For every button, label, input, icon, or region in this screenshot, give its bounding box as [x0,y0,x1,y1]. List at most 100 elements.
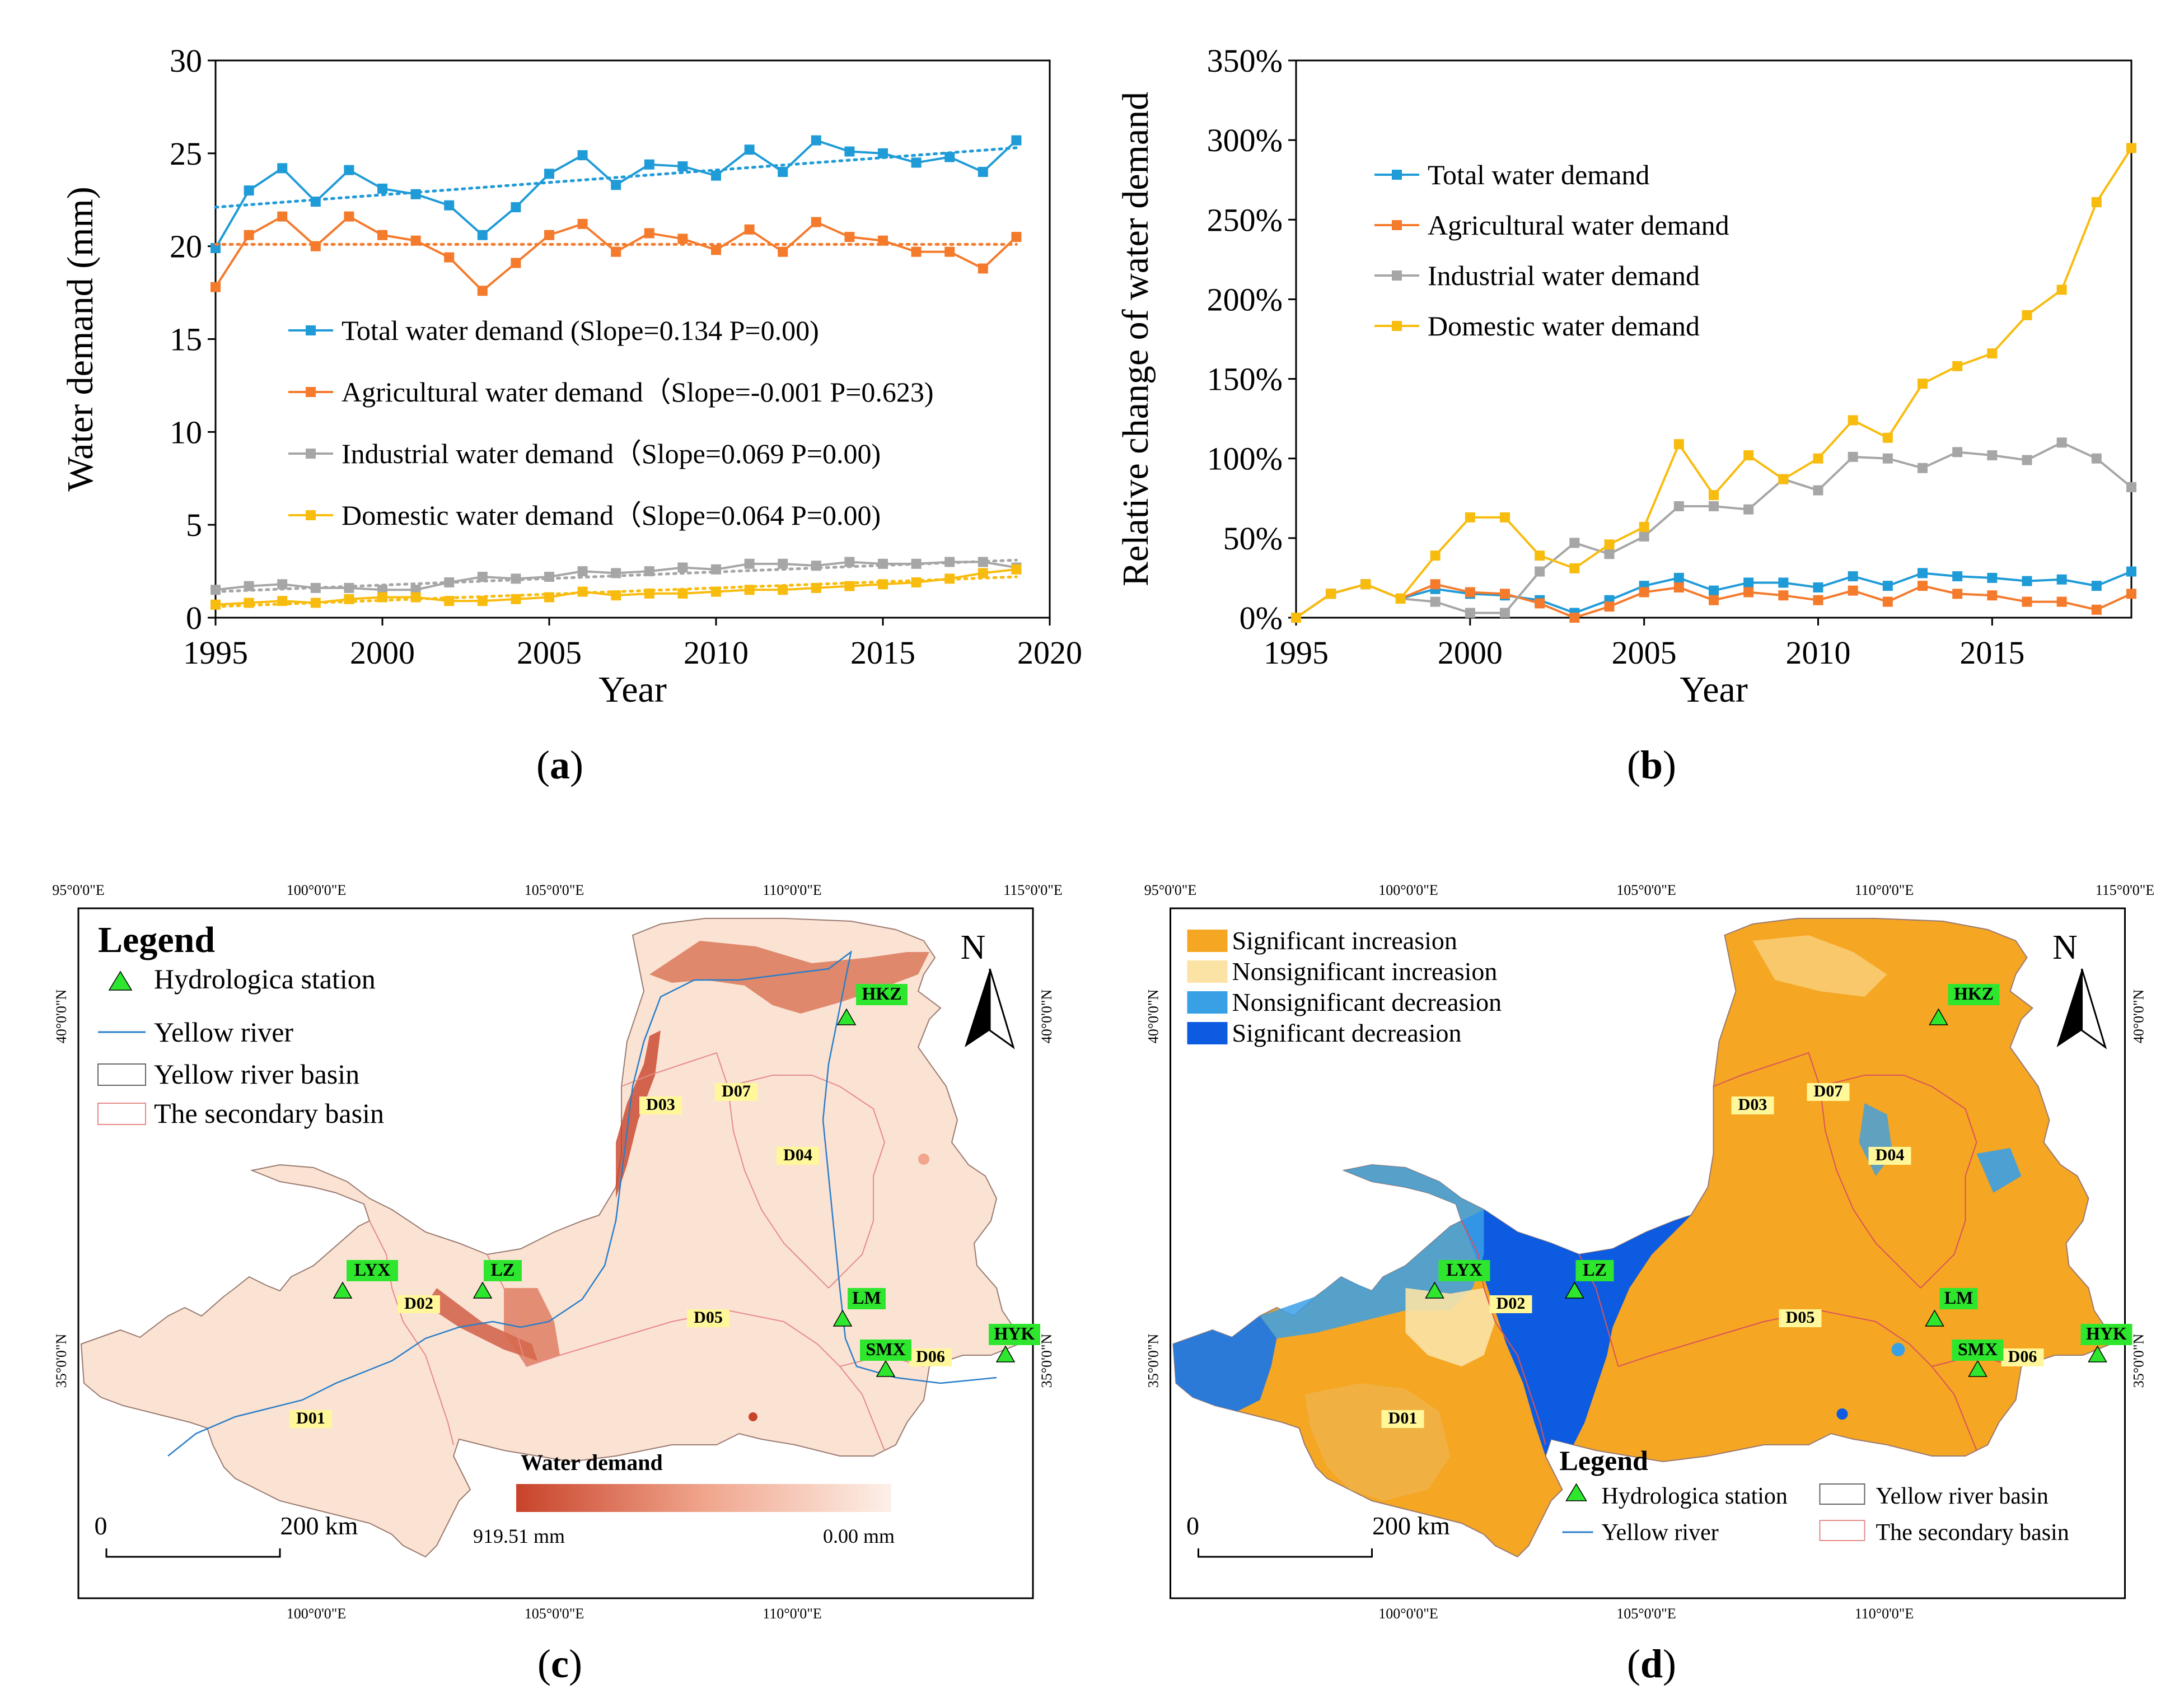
station-marker-LYX [333,1281,353,1299]
basin-label-D02: D02 [1496,1294,1526,1313]
svg-text:Yellow river: Yellow river [1602,1520,1719,1546]
station-label-bg [1952,1340,2004,1361]
data-point-domestic [611,590,621,601]
data-point-agricultural [577,218,588,229]
basin-label-bg [289,1410,332,1428]
station-label-HYK: HYK [994,1323,1035,1343]
y-tick-label: 300% [1207,122,1283,158]
data-point-total [310,197,321,207]
data-point-total [1918,568,1928,578]
plot-frame [1295,59,2132,619]
data-point-agricultural [1011,232,1022,242]
data-point-domestic [511,594,521,604]
legend-marker-agricultural [1392,220,1402,230]
basin-label-bg [639,1096,682,1114]
data-point-domestic [1918,379,1928,389]
data-point-agricultural [377,230,387,240]
map-c: D01 D02 D03 D04 D05 D06 D07 HKZ LYX LZ LM SMX HYK L… [52,882,1063,1622]
basin-label-D06: D06 [2008,1347,2037,1366]
data-point-domestic [377,592,387,603]
data-point-total [1882,581,1893,591]
legend-marker-domestic [1392,321,1402,331]
station-marker-LYX [1425,1281,1444,1299]
y-tick-label: 30 [170,43,202,79]
data-point-total [1987,572,1998,583]
station-label-HKZ: HKZ [862,983,901,1004]
trend-label: Significant increasion [1232,926,1457,955]
data-point-agricultural [944,246,955,257]
y-tick-label: 15 [170,321,202,358]
lon-label-bottom: 105°0'0"E [1616,1606,1676,1622]
station-marker-LZ [473,1281,493,1299]
basin-label-D07: D07 [722,1082,751,1100]
data-point-industrial [644,566,654,577]
chart-a: 0 5 10 15 20 25 30 1995 2000 2005 2010 2015 2020 Year… [60,43,1082,710]
trend-swatch [1187,991,1228,1014]
data-point-domestic [277,596,288,606]
y-tick-label: 50% [1223,520,1283,557]
lon-label-bottom: 105°0'0"E [525,1606,584,1622]
x-tick-label: 1995 [1264,634,1329,671]
data-point-total [410,189,421,199]
data-point-domestic [1673,439,1684,450]
station-label-bg [860,1340,911,1361]
data-point-agricultural [1673,582,1684,592]
station-label-bg [1575,1260,1614,1281]
station-label-bg [848,1288,886,1309]
data-point-industrial [611,568,621,578]
station-label-LYX: LYX [1446,1259,1482,1280]
panel-c: D01 D02 D03 D04 D05 D06 D07 HKZ LYX LZ LM SMX HYK L… [0,862,1092,1694]
north-arrow: N [961,928,1015,1049]
x-tick-label: 2015 [850,634,915,671]
data-point-agricultural [1743,587,1754,598]
panel-label-c: (c) [537,1641,582,1686]
data-point-industrial [244,581,254,591]
x-tick-label: 2010 [1786,634,1851,671]
lon-label: 115°0'0"E [1003,882,1063,898]
data-point-industrial [844,557,855,567]
data-point-industrial [2056,437,2067,448]
data-point-domestic [1639,521,1649,532]
data-point-domestic [1011,564,1022,575]
data-point-total [2091,581,2102,591]
data-point-total [811,135,821,146]
data-point-agricultural [844,232,855,242]
data-point-domestic [1813,453,1823,464]
data-point-domestic [2022,310,2032,320]
data-point-industrial [1743,504,1754,515]
data-point-industrial [1848,451,1858,462]
data-point-industrial [711,564,721,575]
data-point-agricultural [1882,596,1893,607]
legend-marker-industrial [306,449,316,459]
data-point-total [644,159,654,170]
svg-text:N: N [2052,928,2078,967]
trend-swatch [1187,930,1228,952]
station-label-SMX: SMX [1958,1339,1998,1359]
legend-label-industrial: Industrial water demand（Slope=0.069 P=0.… [342,438,881,469]
y-axis-label: Water demand (mm) [60,186,101,491]
data-point-industrial [911,558,922,569]
data-point-agricultural [1952,589,1963,599]
data-point-agricultural [1778,590,1789,601]
data-point-industrial [577,566,588,577]
legend-marker-domestic [306,510,316,520]
data-point-domestic [1500,512,1510,522]
data-point-total [944,152,955,162]
station-label-bg [347,1260,398,1281]
data-point-industrial [310,582,321,593]
station-label-bg [484,1260,522,1281]
data-point-domestic [1952,361,1963,371]
basin-labels: D01 D02 D03 D04 D05 D06 D07 [1381,1082,2044,1428]
data-point-domestic [811,582,821,593]
data-point-domestic [211,599,221,610]
data-point-total [444,200,455,211]
data-point-agricultural [511,258,521,268]
legend-marker-total [306,325,316,335]
lon-label: 100°0'0"E [1378,882,1438,898]
data-point-domestic [1848,415,1858,426]
data-point-industrial [1673,501,1684,511]
svg-text:0: 0 [95,1511,107,1540]
data-point-industrial [811,561,821,571]
lon-label: 105°0'0"E [525,882,584,898]
basin-label-D05: D05 [1786,1308,1815,1327]
